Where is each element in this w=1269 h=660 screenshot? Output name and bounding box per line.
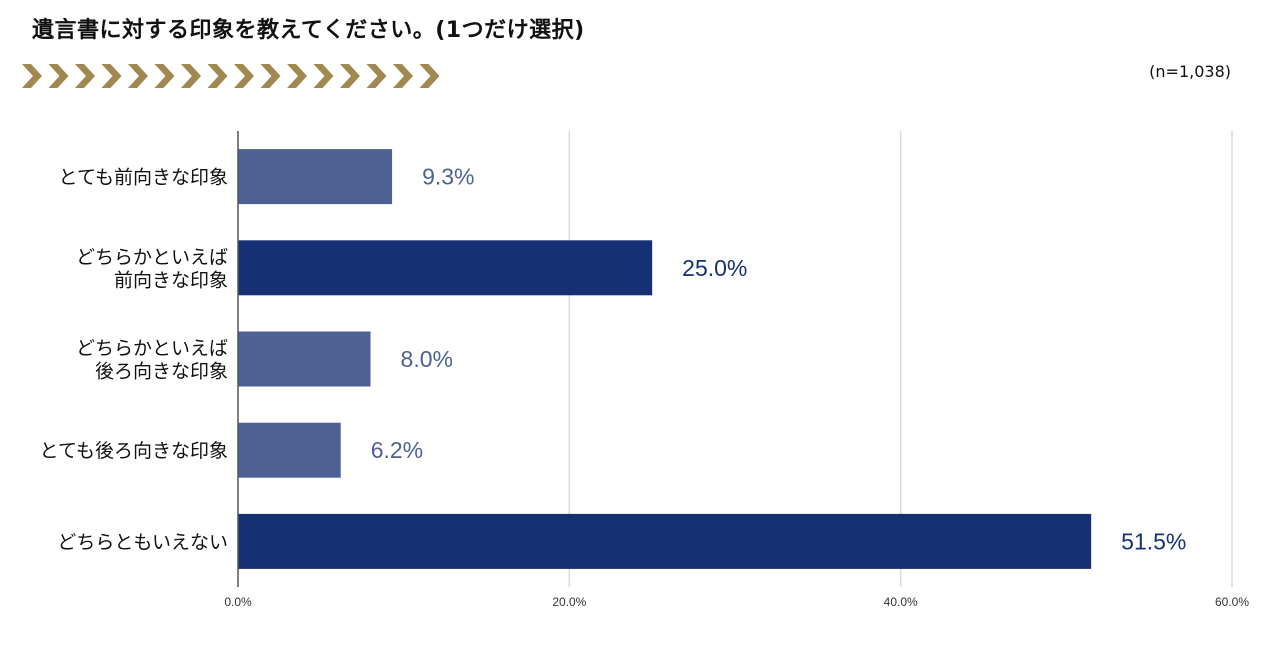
category-label: どちらかといえば後ろ向きな印象 xyxy=(76,338,228,383)
x-tick-label: 60.0% xyxy=(1215,595,1249,609)
category-label: とても前向きな印象 xyxy=(59,167,228,189)
x-tick-label: 40.0% xyxy=(884,595,918,609)
bar xyxy=(238,149,393,205)
chevron-icon xyxy=(101,64,122,88)
category-label: どちらともいえない xyxy=(57,531,228,553)
value-label: 51.5% xyxy=(1121,528,1186,554)
chevron-icon xyxy=(260,64,281,88)
chevron-icon xyxy=(207,64,228,88)
chevron-icon xyxy=(287,64,307,88)
x-tick-label: 0.0% xyxy=(224,595,252,609)
chevron-icon xyxy=(48,64,69,88)
value-label: 8.0% xyxy=(401,346,453,372)
x-tick-label: 20.0% xyxy=(552,595,586,609)
chevron-icon xyxy=(393,64,413,88)
value-label: 25.0% xyxy=(682,255,747,281)
chevron-icon xyxy=(366,64,387,88)
value-label: 6.2% xyxy=(371,437,423,463)
chevron-divider xyxy=(22,64,440,88)
sample-size-label: (n=1,038) xyxy=(1149,62,1231,81)
category-label: どちらかといえば前向きな印象 xyxy=(76,246,228,291)
chevron-icon xyxy=(313,64,334,88)
bar xyxy=(238,513,1092,569)
chevron-icon xyxy=(340,64,360,88)
bar xyxy=(238,422,341,478)
chevron-icon xyxy=(75,64,95,88)
bar xyxy=(238,331,371,387)
chart-title: 遺言書に対する印象を教えてください。(1つだけ選択) xyxy=(32,18,585,43)
chevron-icon xyxy=(419,64,440,88)
bar xyxy=(238,240,653,296)
chevron-icon xyxy=(128,64,148,88)
chevron-icon xyxy=(22,64,42,88)
chevron-icon xyxy=(234,64,254,88)
chevron-icon xyxy=(154,64,175,88)
chevron-icon xyxy=(181,64,201,88)
category-label: とても後ろ向きな印象 xyxy=(40,440,228,462)
value-label: 9.3% xyxy=(422,164,474,190)
